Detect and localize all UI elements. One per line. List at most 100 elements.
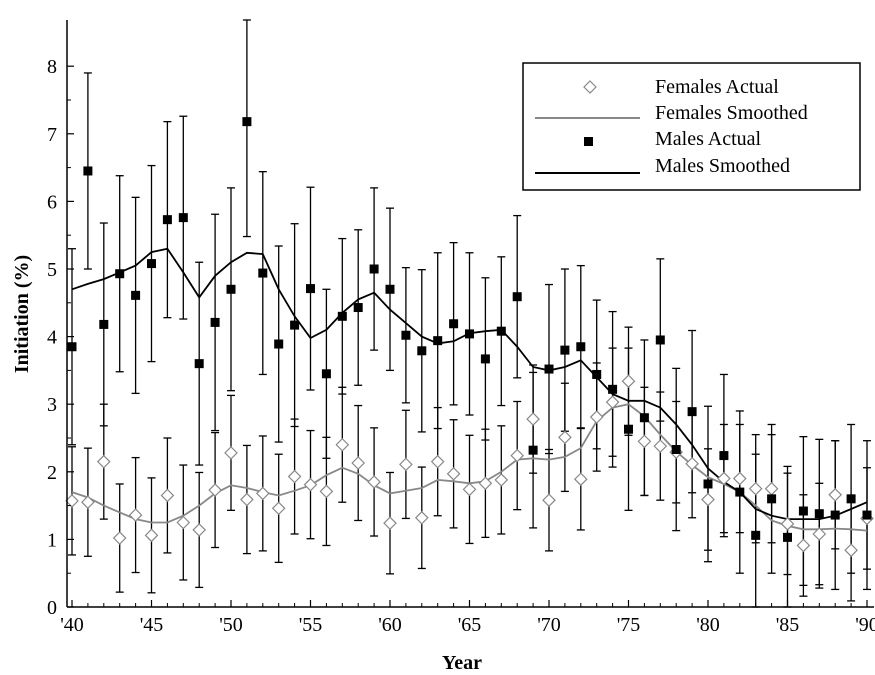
female-actual-point: [732, 471, 747, 486]
male-actual-point: [258, 268, 268, 278]
female-actual-point: [573, 472, 588, 487]
female-actual-point: [287, 469, 302, 484]
male-actual-point: [703, 479, 713, 489]
female-actual-point: [621, 374, 636, 389]
female-actual-point: [144, 528, 159, 543]
male-actual-point: [639, 413, 649, 423]
female-actual-point: [128, 508, 143, 522]
legend-label-males-smoothed: Males Smoothed: [655, 155, 790, 177]
female-actual-point: [653, 439, 668, 453]
female-actual-point: [367, 475, 381, 489]
male-actual-point: [433, 336, 443, 346]
legend-item-males-smoothed: Males Smoothed: [535, 155, 790, 177]
female-actual-point: [414, 510, 429, 525]
x-tick-label: '70: [537, 614, 561, 636]
female-actual-point: [399, 457, 413, 472]
female-actual-point: [319, 484, 334, 499]
legend-diamond-marker: [583, 80, 597, 94]
female-actual-point: [192, 523, 207, 537]
male-actual-point: [496, 326, 506, 336]
male-actual-point: [798, 506, 808, 516]
female-actual-point: [303, 477, 318, 492]
female-actual-point: [112, 531, 127, 545]
female-actual-point: [780, 517, 795, 531]
female-actual-point: [176, 515, 191, 530]
male-actual-point: [131, 290, 141, 300]
female-actual-point: [81, 495, 95, 510]
female-actual-point: [430, 454, 445, 469]
male-actual-point: [147, 259, 156, 269]
female-actual-point: [494, 473, 509, 487]
male-actual-point: [353, 303, 363, 313]
female-actual-point: [796, 538, 811, 553]
x-tick-label: '80: [696, 614, 720, 636]
legend-item-females-actual: Females Actual: [583, 76, 779, 98]
male-actual-point: [242, 117, 252, 127]
female-actual-point: [748, 481, 763, 496]
legend-box: [522, 62, 861, 191]
female-actual-point: [637, 434, 652, 449]
male-actual-point: [115, 269, 125, 279]
female-actual-point: [255, 486, 270, 501]
y-tick-label: 4: [47, 327, 57, 349]
legend: Females Actual Females Smoothed Males Ac…: [522, 62, 861, 191]
female-actual-point: [812, 527, 827, 541]
male-actual-point: [417, 346, 427, 356]
x-tick-label: '40: [60, 614, 84, 636]
y-tick-label: 7: [47, 124, 57, 146]
male-actual-point: [846, 494, 856, 504]
female-actual-point: [685, 456, 699, 471]
female-actual-point: [271, 501, 286, 516]
male-actual-point: [306, 284, 315, 294]
male-actual-point: [67, 342, 77, 352]
male-actual-point: [210, 317, 220, 327]
male-actual-point: [783, 532, 792, 542]
female-actual-point: [335, 437, 350, 452]
legend-label-females-smoothed: Females Smoothed: [655, 102, 808, 124]
male-actual-point: [624, 424, 633, 434]
male-actual-point: [480, 354, 490, 364]
tick-labels: 0 1 2 3 4 5 6 7 8 '40 '45 '50 '55 '60 '65 '70 '75 '80 '85 '…: [47, 56, 875, 636]
male-actual-point: [830, 510, 840, 520]
female-actual-point: [828, 487, 843, 502]
x-tick-label: '85: [776, 614, 800, 636]
data-markers: [65, 117, 874, 558]
male-actual-point: [576, 342, 586, 352]
y-tick-label: 2: [47, 462, 57, 484]
male-actual-point: [671, 444, 681, 454]
female-actual-point: [844, 543, 858, 558]
y-tick-label: 0: [47, 597, 57, 619]
male-actual-point: [560, 345, 570, 355]
male-actual-point: [719, 451, 729, 461]
female-actual-point: [478, 476, 493, 491]
female-actual-point: [224, 446, 238, 460]
male-actual-point: [767, 494, 777, 504]
y-tick-label: 5: [47, 259, 57, 281]
male-actual-point: [385, 284, 395, 294]
legend-item-males-actual: Males Actual: [584, 128, 762, 150]
legend-label-females-actual: Females Actual: [655, 76, 779, 98]
y-tick-label: 8: [47, 56, 57, 78]
y-tick-label: 1: [47, 529, 57, 551]
male-actual-point: [814, 509, 824, 519]
female-actual-point: [240, 492, 254, 507]
y-tick-label: 3: [47, 394, 57, 416]
female-actual-point: [462, 482, 477, 497]
x-tick-label: '50: [219, 614, 243, 636]
x-tick-label: '65: [458, 614, 482, 636]
male-actual-point: [655, 335, 665, 345]
male-actual-point: [512, 292, 522, 302]
male-actual-point: [862, 510, 872, 520]
male-actual-point: [449, 319, 459, 329]
female-actual-point: [446, 466, 461, 481]
female-actual-point: [383, 516, 397, 531]
female-actual-point: [717, 471, 731, 486]
x-tick-label: '90: [855, 614, 875, 636]
male-actual-point: [544, 364, 554, 374]
female-actual-point: [160, 488, 175, 503]
male-actual-point: [226, 284, 236, 294]
y-axis-title: Initiation (%): [11, 255, 33, 373]
male-actual-point: [337, 311, 347, 321]
male-actual-point: [687, 407, 697, 417]
male-actual-point: [274, 339, 284, 349]
